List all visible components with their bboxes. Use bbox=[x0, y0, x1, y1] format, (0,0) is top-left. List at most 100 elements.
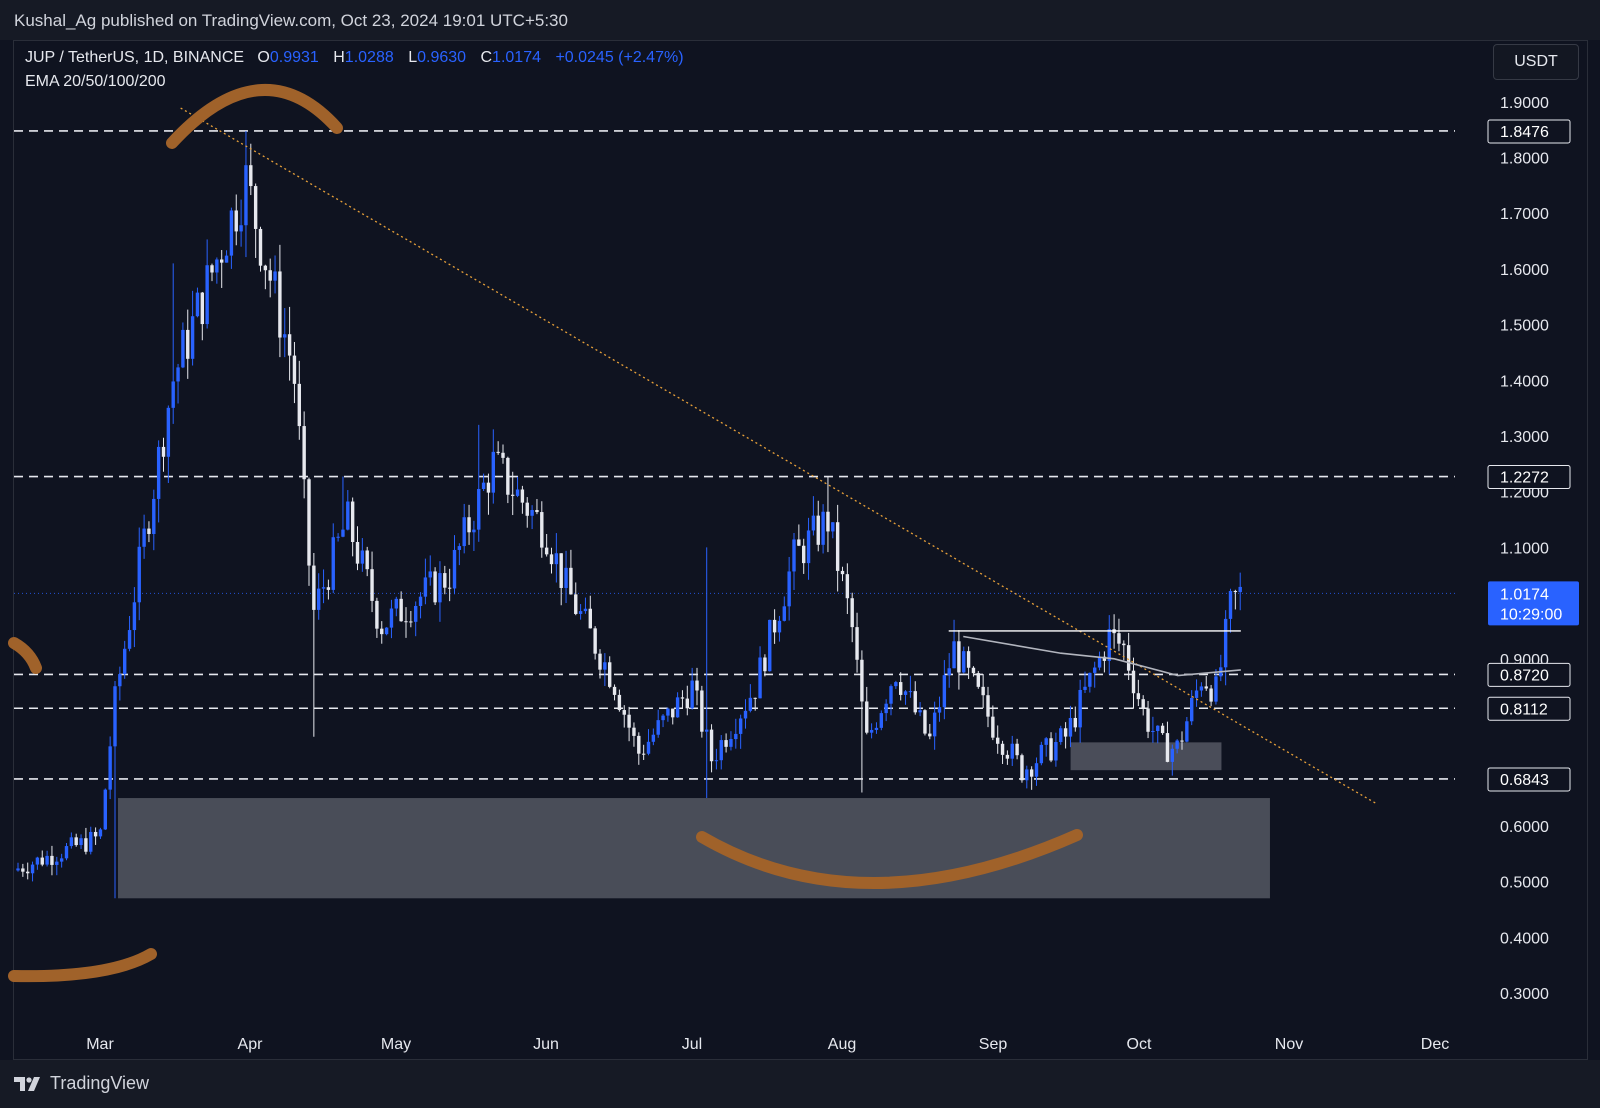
candle-body[interactable] bbox=[574, 594, 578, 614]
candle-body[interactable] bbox=[569, 567, 573, 595]
candle-body[interactable] bbox=[375, 600, 379, 629]
candle-body[interactable] bbox=[399, 598, 403, 622]
candle-body[interactable] bbox=[278, 271, 282, 338]
candle-body[interactable] bbox=[797, 539, 801, 546]
indicator-label[interactable]: EMA 20/50/100/200 bbox=[25, 73, 166, 90]
candle-body[interactable] bbox=[137, 546, 141, 603]
candle-body[interactable] bbox=[869, 729, 874, 733]
candle-body[interactable] bbox=[826, 511, 830, 532]
symbol-label[interactable]: JUP / TetherUS, 1D, BINANCE bbox=[25, 49, 245, 66]
tradingview-brand[interactable]: TradingView bbox=[14, 1073, 149, 1094]
candle-body[interactable] bbox=[486, 482, 491, 493]
descending-trendline[interactable] bbox=[180, 107, 1377, 805]
candle-body[interactable] bbox=[331, 537, 335, 590]
candle-body[interactable] bbox=[743, 710, 748, 719]
candle-body[interactable] bbox=[190, 316, 195, 359]
candle-body[interactable] bbox=[176, 367, 180, 382]
candle-body[interactable] bbox=[709, 729, 714, 762]
candle-body[interactable] bbox=[1088, 672, 1092, 687]
candle-body[interactable] bbox=[637, 735, 641, 754]
last-price-tag[interactable] bbox=[1488, 581, 1579, 626]
candle-body[interactable] bbox=[1020, 755, 1024, 781]
candle-body[interactable] bbox=[1093, 667, 1097, 673]
candle-body[interactable] bbox=[1228, 590, 1233, 619]
candle-body[interactable] bbox=[729, 739, 733, 747]
candle-body[interactable] bbox=[865, 701, 869, 733]
candle-body[interactable] bbox=[16, 868, 20, 871]
candle-body[interactable] bbox=[1005, 754, 1010, 759]
candle-body[interactable] bbox=[118, 674, 122, 687]
candle-body[interactable] bbox=[205, 265, 209, 325]
candle-body[interactable] bbox=[928, 733, 932, 737]
candle-body[interactable] bbox=[1029, 769, 1034, 777]
candle-body[interactable] bbox=[142, 528, 146, 547]
candle-body[interactable] bbox=[462, 517, 466, 547]
candle-body[interactable] bbox=[64, 846, 69, 859]
candle-body[interactable] bbox=[472, 529, 476, 533]
candle-body[interactable] bbox=[850, 598, 854, 628]
candle-body[interactable] bbox=[530, 510, 534, 516]
candle-body[interactable] bbox=[768, 619, 772, 672]
candle-body[interactable] bbox=[477, 488, 481, 530]
candle-body[interactable] bbox=[1180, 740, 1184, 742]
candle-body[interactable] bbox=[1209, 688, 1213, 702]
candle-body[interactable] bbox=[554, 553, 559, 565]
candle-body[interactable] bbox=[26, 871, 30, 874]
price-chart[interactable]: 1.9000 1.8000 1.7000 1.6000 1.5000 1.4000 1.30… bbox=[0, 0, 1600, 1060]
candle-body[interactable] bbox=[1054, 742, 1058, 761]
candle-body[interactable] bbox=[263, 265, 268, 271]
candle-body[interactable] bbox=[671, 708, 675, 718]
candle-body[interactable] bbox=[1223, 618, 1228, 668]
candle-body[interactable] bbox=[603, 662, 607, 670]
candle-body[interactable] bbox=[258, 228, 263, 266]
candle-body[interactable] bbox=[443, 573, 447, 588]
candle-body[interactable] bbox=[79, 838, 83, 846]
candle-body[interactable] bbox=[491, 451, 495, 493]
candle-body[interactable] bbox=[161, 446, 166, 457]
candle-body[interactable] bbox=[355, 542, 360, 564]
candle-body[interactable] bbox=[884, 703, 888, 714]
candle-body[interactable] bbox=[360, 550, 365, 564]
candle-body[interactable] bbox=[685, 698, 689, 709]
candle-body[interactable] bbox=[966, 651, 971, 668]
candle-body[interactable] bbox=[414, 605, 418, 622]
candle-body[interactable] bbox=[1126, 645, 1131, 671]
candle-body[interactable] bbox=[224, 255, 229, 263]
candle-body[interactable] bbox=[1199, 686, 1204, 691]
candle-body[interactable] bbox=[380, 628, 384, 635]
candle-body[interactable] bbox=[675, 697, 680, 718]
candle-body[interactable] bbox=[899, 682, 903, 695]
candle-body[interactable] bbox=[816, 515, 820, 545]
candle-body[interactable] bbox=[506, 457, 510, 495]
candle-body[interactable] bbox=[268, 270, 272, 281]
candle-body[interactable] bbox=[646, 741, 651, 754]
candle-body[interactable] bbox=[981, 686, 985, 696]
candle-body[interactable] bbox=[627, 714, 631, 728]
candle-body[interactable] bbox=[40, 857, 44, 865]
candle-body[interactable] bbox=[680, 697, 685, 699]
candle-body[interactable] bbox=[782, 606, 786, 621]
candle-body[interactable] bbox=[515, 489, 520, 496]
candle-body[interactable] bbox=[1238, 586, 1242, 593]
candle-body[interactable] bbox=[21, 868, 25, 872]
candle-body[interactable] bbox=[758, 657, 762, 699]
candle-body[interactable] bbox=[1214, 676, 1218, 702]
candle-body[interactable] bbox=[598, 653, 602, 670]
candle-body[interactable] bbox=[467, 517, 471, 533]
candle-body[interactable] bbox=[186, 329, 190, 359]
candle-body[interactable] bbox=[559, 553, 563, 588]
candle-body[interactable] bbox=[1194, 690, 1199, 698]
candle-body[interactable] bbox=[947, 668, 951, 676]
candle-body[interactable] bbox=[234, 210, 238, 232]
candle-body[interactable] bbox=[705, 729, 709, 732]
candle-body[interactable] bbox=[346, 501, 350, 530]
candle-body[interactable] bbox=[593, 628, 597, 654]
currency-button[interactable]: USDT bbox=[1493, 44, 1579, 80]
candle-body[interactable] bbox=[1049, 738, 1053, 761]
candle-body[interactable] bbox=[525, 502, 529, 516]
candle-body[interactable] bbox=[540, 512, 544, 548]
level-price-tag[interactable] bbox=[1487, 696, 1571, 721]
candle-body[interactable] bbox=[249, 165, 253, 187]
candle-body[interactable] bbox=[156, 446, 161, 499]
candle-body[interactable] bbox=[1073, 717, 1077, 728]
